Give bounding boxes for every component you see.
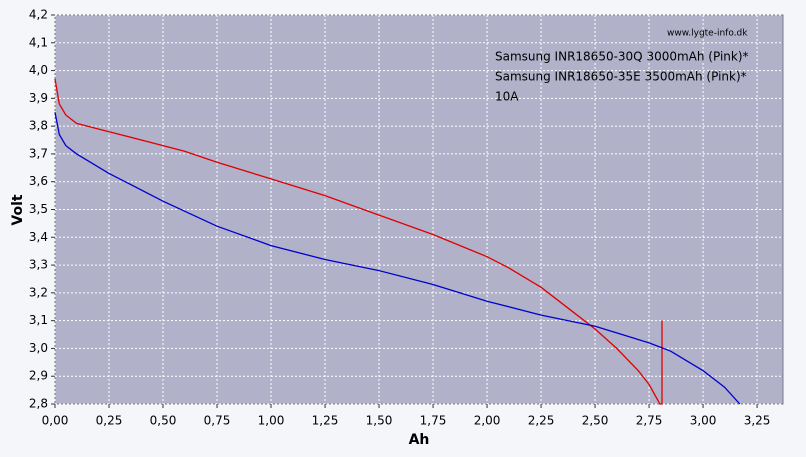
x-tick-label: 2,75 [636, 414, 663, 428]
y-tick-label: 3,5 [29, 202, 48, 216]
x-tick-label: 3,00 [690, 414, 717, 428]
x-tick-label: 1,25 [312, 414, 339, 428]
y-tick-label: 3,7 [29, 146, 48, 160]
y-tick-label: 3,3 [29, 258, 48, 272]
y-tick-label: 3,4 [29, 230, 48, 244]
x-tick-label: 0,25 [96, 414, 123, 428]
x-tick-label: 2,25 [528, 414, 555, 428]
x-tick-label: 0,75 [204, 414, 231, 428]
note: 10A [495, 90, 519, 104]
x-tick-label: 3,25 [744, 414, 771, 428]
y-tick-label: 3,9 [29, 91, 48, 105]
x-tick-label: 1,00 [258, 414, 285, 428]
y-tick-label: 4,2 [29, 8, 48, 22]
y-tick-label: 3,8 [29, 119, 48, 133]
watermark: www.lygte-info.dk [667, 29, 748, 39]
legend-entry: Samsung INR18650-30Q 3000mAh (Pink)* [495, 50, 749, 64]
legend-entry: Samsung INR18650-35E 3500mAh (Pink)* [495, 70, 747, 84]
y-tick-label: 3,0 [29, 341, 48, 355]
x-tick-label: 2,00 [474, 414, 501, 428]
y-tick-label: 4,1 [29, 35, 48, 49]
y-tick-label: 4,0 [29, 63, 48, 77]
y-tick-label: 3,6 [29, 174, 48, 188]
y-tick-label: 2,9 [29, 369, 48, 383]
x-tick-label: 0,50 [150, 414, 177, 428]
y-tick-label: 3,1 [29, 313, 48, 327]
x-tick-label: 1,75 [420, 414, 447, 428]
series-line [54, 78, 663, 405]
x-axis-label: Ah [409, 432, 430, 448]
series-line [54, 112, 741, 405]
x-tick-label: 1,50 [366, 414, 393, 428]
x-tick-label: 0,00 [42, 414, 69, 428]
lines [54, 78, 741, 405]
y-tick-label: 3,2 [29, 285, 48, 299]
x-tick-label: 2,50 [582, 414, 609, 428]
y-tick-label: 2,8 [29, 397, 48, 411]
y-axis-label: Volt [10, 194, 26, 225]
